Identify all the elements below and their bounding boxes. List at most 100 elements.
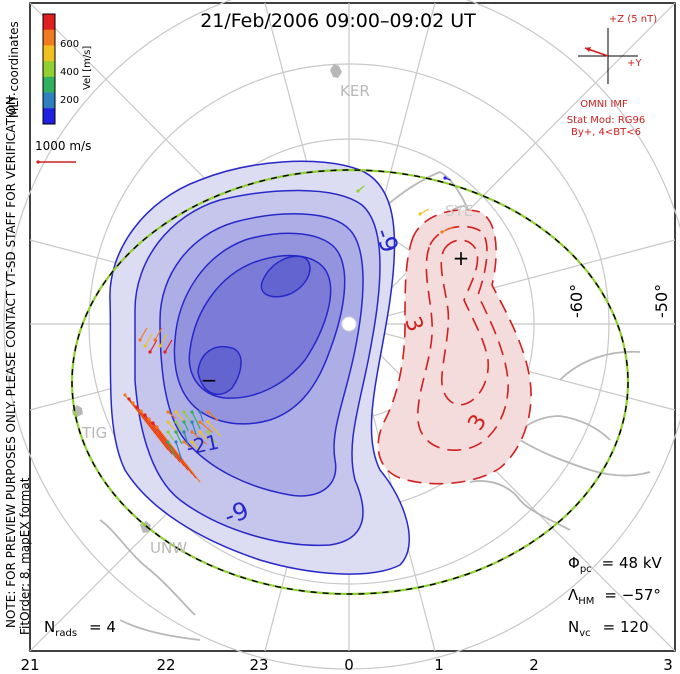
positive-cell (377, 209, 532, 485)
vector-origin-dot (158, 344, 162, 348)
latitude-label-60: -60° (567, 284, 586, 318)
vector-origin-dot (151, 421, 155, 425)
vector-scale-label: 1000 m/s (35, 139, 91, 153)
vector-origin-dot (174, 440, 178, 444)
mlt-tick-0: 0 (344, 656, 354, 674)
vector-origin-dot (443, 176, 447, 180)
vector-origin-dot (190, 420, 194, 424)
vector-origin-dot (166, 440, 170, 444)
velocity-vector (139, 327, 148, 341)
pos-contour-2 (417, 225, 509, 451)
legend-color-segment (43, 61, 55, 78)
velocity-vector (207, 411, 219, 421)
vector-origin-dot (206, 420, 210, 424)
vector-origin-dot (190, 440, 194, 444)
velocity-vector (167, 441, 176, 457)
mlt-tick-22: 22 (156, 656, 175, 674)
vector-origin-dot (190, 430, 194, 434)
plot-frame (29, 2, 676, 652)
legend-color-segment (43, 14, 55, 31)
vector-origin-dot (148, 350, 152, 354)
map-statistics: Φpc = 48 kV ΛHM = −57° Nvc = 120 Nrads = 4 (44, 554, 663, 639)
velocity-vector (183, 441, 193, 449)
velocity-vector (199, 421, 213, 433)
preview-note: NOTE: FOR PREVIEW PURPOSES ONLY. PLEASE … (4, 92, 18, 628)
imf-scale-label: +Z (5 nT) (609, 14, 657, 25)
legend-color-segment (43, 108, 55, 125)
station-label-ker: KER (340, 82, 370, 100)
vector-origin-dot (440, 230, 444, 234)
velocity-vector (207, 431, 216, 444)
legend-color-segment (43, 45, 55, 62)
velocity-vector (167, 411, 177, 419)
n-vc-stat: Nvc = 120 (568, 618, 649, 639)
vector-origin-dot (143, 413, 147, 417)
vector-origin-dot (418, 212, 422, 216)
velocity-vector (159, 333, 168, 347)
velocity-vector (441, 226, 454, 233)
potential-max-marker: + (453, 246, 470, 270)
potential-min-marker: − (201, 368, 218, 392)
vector-origin-dot (166, 430, 170, 434)
velocity-vector (191, 421, 197, 435)
velocity-vector (152, 422, 197, 479)
velocity-vectors (123, 176, 454, 483)
velocity-vector (156, 426, 201, 483)
vector-origin-dot (163, 350, 167, 354)
legend-color-segment (43, 76, 55, 94)
velocity-vector (419, 208, 429, 215)
velocity-vector (149, 339, 158, 353)
vector-origin-dot (123, 393, 127, 397)
vector-origin-dot (166, 410, 170, 414)
magnetic-pole-marker (341, 316, 357, 332)
imf-source: OMNI IMF (580, 99, 628, 110)
pos-contour-3 (440, 239, 489, 406)
velocity-vector (191, 431, 207, 445)
legend-tick-600: 600 (60, 39, 79, 50)
phi-pc-stat: Φpc = 48 kV (568, 554, 663, 575)
velocity-vector (154, 327, 163, 341)
legend-tick-200: 200 (60, 95, 79, 106)
legend-tick-400: 400 (60, 67, 79, 78)
vector-origin-dot (143, 344, 147, 348)
mlt-tick-21: 21 (20, 656, 39, 674)
velocity-vector (175, 441, 183, 461)
imf-y-label: +Y (627, 58, 642, 69)
imf-condition: By+, 4<BT<6 (571, 127, 641, 138)
vector-origin-dot (190, 410, 194, 414)
mlt-tick-1: 1 (434, 656, 444, 674)
fit-order-note: FitOrder: 8, mapEX format (18, 477, 32, 635)
neg-contour-6 (197, 255, 311, 396)
station-label-unw: UNW (150, 539, 187, 557)
velocity-vector (175, 411, 186, 423)
vector-origin-dot (135, 405, 139, 409)
vector-origin-dot (182, 440, 186, 444)
velocity-vector (164, 339, 173, 353)
vector-origin-dot (356, 189, 360, 193)
vector-origin-dot (198, 410, 202, 414)
station-label-tig: TIG (81, 424, 107, 442)
vector-origin-dot (139, 409, 143, 413)
vector-origin-dot (155, 425, 159, 429)
vector-origin-dot (206, 410, 210, 414)
mlt-coordinates-label: MLT coordinates (7, 21, 21, 118)
imf-panel: +Z (5 nT) +Y OMNI IMF Stat Mod: RG96 By+… (567, 14, 657, 138)
velocity-vector (199, 411, 204, 422)
vector-origin-dot (198, 420, 202, 424)
vector-origin-dot (147, 417, 151, 421)
vector-origin-dot (153, 338, 157, 342)
n-rads-stat: Nrads = 4 (44, 618, 116, 639)
legend-axis-label: Vel [m/s] (82, 46, 93, 90)
vector-origin-dot (198, 430, 202, 434)
velocity-vector (199, 431, 208, 440)
velocity-vector (191, 441, 202, 453)
vector-origin-dot (182, 420, 186, 424)
lambda-hm-stat: ΛHM = −57° (568, 586, 661, 607)
velocity-legend: 600 400 200 Vel [m/s] (42, 13, 93, 125)
vector-origin-dot (206, 430, 210, 434)
mlt-tick-3: 3 (663, 656, 673, 674)
mlt-tick-23: 23 (249, 656, 268, 674)
vector-origin-dot (131, 401, 135, 405)
mlt-axis: 21 22 23 0 1 2 3 (20, 656, 672, 674)
